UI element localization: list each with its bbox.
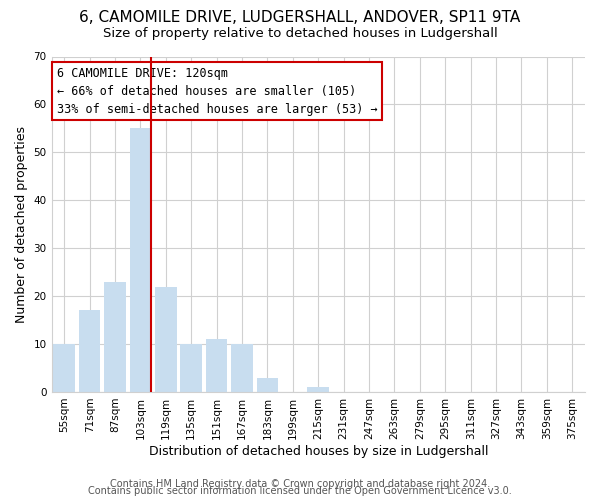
Bar: [155, 286, 176, 392]
Y-axis label: Number of detached properties: Number of detached properties: [15, 126, 28, 322]
Bar: [231, 344, 253, 392]
Bar: [104, 282, 126, 392]
Text: Contains public sector information licensed under the Open Government Licence v3: Contains public sector information licen…: [88, 486, 512, 496]
Bar: [130, 128, 151, 392]
Bar: [181, 344, 202, 392]
Bar: [257, 378, 278, 392]
Bar: [53, 344, 75, 392]
Text: Contains HM Land Registry data © Crown copyright and database right 2024.: Contains HM Land Registry data © Crown c…: [110, 479, 490, 489]
Bar: [307, 387, 329, 392]
X-axis label: Distribution of detached houses by size in Ludgershall: Distribution of detached houses by size …: [149, 444, 488, 458]
Text: Size of property relative to detached houses in Ludgershall: Size of property relative to detached ho…: [103, 28, 497, 40]
Text: 6 CAMOMILE DRIVE: 120sqm
← 66% of detached houses are smaller (105)
33% of semi-: 6 CAMOMILE DRIVE: 120sqm ← 66% of detach…: [57, 66, 377, 116]
Bar: [79, 310, 100, 392]
Text: 6, CAMOMILE DRIVE, LUDGERSHALL, ANDOVER, SP11 9TA: 6, CAMOMILE DRIVE, LUDGERSHALL, ANDOVER,…: [79, 10, 521, 25]
Bar: [206, 339, 227, 392]
